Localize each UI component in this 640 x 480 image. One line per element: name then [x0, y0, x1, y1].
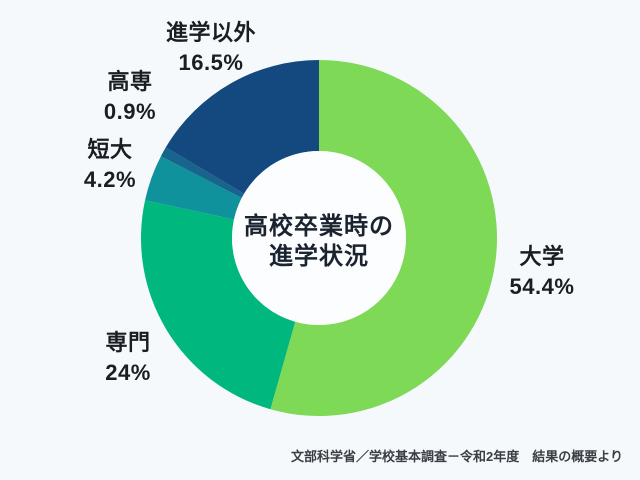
slice-percent-shingaku-igai: 16.5% — [178, 50, 244, 75]
slice-percent-senmon: 24% — [105, 360, 151, 385]
pie-slice-senmon — [141, 200, 296, 410]
slice-label-tandai: 短大 4.2% — [40, 135, 180, 195]
slice-percent-tandai: 4.2% — [83, 167, 137, 192]
slice-name-kousen: 高専 — [107, 69, 153, 94]
slice-percent-kousen: 0.9% — [103, 99, 157, 124]
slice-name-tandai: 短大 — [87, 137, 133, 162]
slice-name-senmon: 専門 — [105, 330, 151, 355]
slice-label-shingaku-igai: 進学以外 16.5% — [141, 18, 281, 78]
source-attribution: 文部科学省／学校基本調査－令和2年度 結果の概要より — [291, 449, 623, 464]
slice-label-kousen: 高専 0.9% — [60, 67, 200, 127]
chart-center-title-line1: 高校卒業時の — [244, 213, 394, 240]
slice-label-daigaku: 大学 54.4% — [472, 242, 612, 302]
slice-percent-daigaku: 54.4% — [509, 274, 575, 299]
pie-slice-shingaku-igai — [165, 60, 319, 194]
chart-center-title: 高校卒業時の 進学状況 — [199, 212, 439, 272]
donut-hole — [232, 151, 406, 325]
chart-center-title-line2: 進学状況 — [269, 243, 369, 270]
slice-label-senmon: 専門 24% — [58, 328, 198, 388]
slice-name-daigaku: 大学 — [519, 244, 565, 269]
pie-slice-tandai — [145, 156, 242, 220]
pie-slice-daigaku — [270, 60, 497, 416]
slice-name-shingaku-igai: 進学以外 — [165, 20, 256, 45]
pie-slice-kousen — [160, 147, 245, 199]
